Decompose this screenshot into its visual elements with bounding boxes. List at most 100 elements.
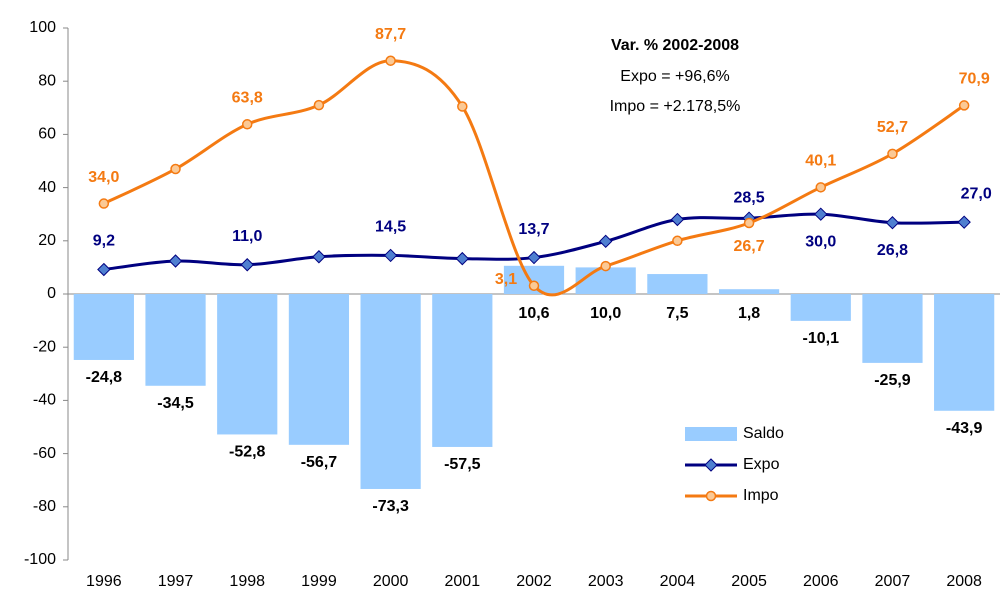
bar <box>790 294 851 321</box>
marker <box>528 280 540 292</box>
y-tick-label: 0 <box>47 285 56 302</box>
legend-label: Impo <box>743 487 779 504</box>
y-tick-label: -60 <box>33 445 56 462</box>
bar <box>360 294 421 489</box>
marker <box>670 212 685 227</box>
line-value-label: 52,7 <box>877 119 908 136</box>
marker <box>600 260 611 272</box>
legend-marker <box>704 458 718 472</box>
bar <box>145 294 206 386</box>
annotation-line: Impo = +2.178,5% <box>610 98 741 115</box>
bar <box>934 294 995 411</box>
marker <box>598 234 613 249</box>
line-value-label: 30,0 <box>805 233 836 250</box>
bar <box>432 294 493 447</box>
bar-value-label: -24,8 <box>86 369 123 386</box>
legend-marker <box>705 490 717 502</box>
bar <box>217 294 278 435</box>
line-value-label: 40,1 <box>805 153 836 170</box>
x-tick-label: 2000 <box>373 573 409 590</box>
bar <box>73 294 134 360</box>
y-tick-label: -80 <box>33 498 56 515</box>
line-value-label: 11,0 <box>232 228 262 245</box>
bar <box>647 274 708 294</box>
x-tick-label: 2002 <box>516 573 552 590</box>
bar-value-label: -52,8 <box>229 444 266 461</box>
annotation-line: Expo = +96,6% <box>620 68 729 85</box>
marker <box>312 250 326 264</box>
legend-label: Saldo <box>743 425 784 442</box>
y-tick-label: 20 <box>38 232 56 249</box>
line-value-label: 26,7 <box>734 238 765 255</box>
marker <box>241 119 253 130</box>
line-value-label: 27,0 <box>961 185 992 202</box>
line-value-label: 87,7 <box>375 26 406 43</box>
bar-value-label: 10,0 <box>590 305 621 322</box>
marker <box>97 262 111 277</box>
bar-value-label: -56,7 <box>301 454 338 471</box>
marker <box>168 254 183 268</box>
marker <box>672 235 683 247</box>
bar-value-label: -25,9 <box>874 372 911 389</box>
marker <box>240 258 254 272</box>
marker <box>383 248 398 263</box>
annotation-title: Var. % 2002-2008 <box>611 37 739 54</box>
bar-value-label: -10,1 <box>803 330 840 347</box>
x-tick-label: 2004 <box>660 573 696 590</box>
x-tick-label: 2007 <box>875 573 911 590</box>
marker <box>743 217 755 229</box>
line-value-label: 63,8 <box>232 90 263 107</box>
y-tick-label: 60 <box>38 126 56 143</box>
marker <box>527 250 541 265</box>
line-value-label: 3,1 <box>495 271 517 288</box>
x-tick-label: 1997 <box>158 573 194 590</box>
x-tick-label: 1999 <box>301 573 337 590</box>
x-tick-label: 2001 <box>445 573 481 590</box>
x-tick-label: 2003 <box>588 573 624 590</box>
y-tick-label: 80 <box>38 72 56 89</box>
marker <box>958 100 970 111</box>
line-value-label: 14,5 <box>375 219 406 236</box>
line-value-label: 34,0 <box>88 169 119 186</box>
bar-value-label: 1,8 <box>738 305 760 322</box>
marker <box>313 99 325 111</box>
bar-value-label: -73,3 <box>372 498 409 515</box>
y-tick-label: -40 <box>33 392 56 409</box>
line-value-label: 26,8 <box>877 242 908 259</box>
y-tick-label: -20 <box>33 338 56 355</box>
marker <box>957 215 971 229</box>
marker <box>815 182 827 193</box>
bar <box>575 267 636 294</box>
bar <box>718 289 780 294</box>
marker <box>98 198 110 209</box>
x-tick-label: 2005 <box>731 573 767 590</box>
marker <box>457 101 468 112</box>
x-tick-label: 1998 <box>229 573 265 590</box>
bar-value-label: 7,5 <box>666 305 688 322</box>
bar-value-label: -43,9 <box>946 420 983 437</box>
x-tick-label: 2008 <box>946 573 982 590</box>
marker <box>814 207 828 221</box>
bar <box>862 294 923 363</box>
y-tick-label: -100 <box>24 551 56 568</box>
bar-value-label: 10,6 <box>518 305 549 322</box>
legend-label: Expo <box>743 456 780 473</box>
x-tick-label: 2006 <box>803 573 839 590</box>
bar <box>288 294 350 445</box>
bar-value-label: -57,5 <box>444 456 481 473</box>
line-value-label: 9,2 <box>93 233 115 250</box>
y-tick-label: 100 <box>29 19 56 36</box>
x-tick-label: 1996 <box>86 573 122 590</box>
marker <box>170 163 181 175</box>
marker <box>385 55 396 66</box>
marker <box>885 216 900 230</box>
y-tick-label: 40 <box>38 179 56 196</box>
line-value-label: 13,7 <box>518 221 549 238</box>
line-value-label: 70,9 <box>959 71 990 88</box>
legend-swatch <box>685 427 737 441</box>
marker <box>887 148 898 160</box>
marker <box>455 251 470 266</box>
bar-value-label: -34,5 <box>157 395 194 412</box>
line-value-label: 28,5 <box>734 189 765 206</box>
